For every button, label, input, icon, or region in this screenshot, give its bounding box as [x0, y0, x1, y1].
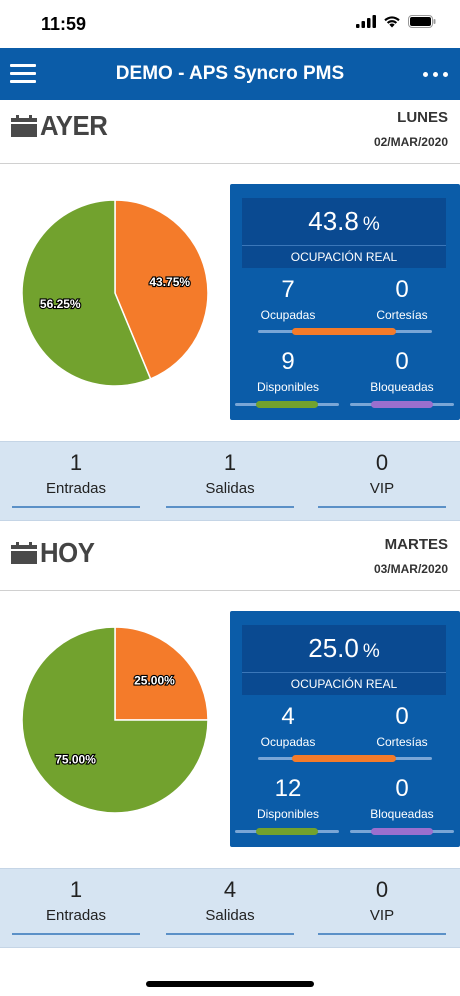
calendar-icon: [11, 542, 37, 564]
pie-slice-0: [114, 199, 209, 380]
divider: [0, 163, 460, 164]
summary-strip: 1 Entradas 4 Salidas 0 VIP: [0, 868, 460, 948]
pie-slice-1: [21, 626, 209, 814]
occupancy-panel: 43.8% OCUPACIÓN REAL 7 Ocupadas 0 Cortesía…: [230, 184, 460, 420]
day-title: AYER: [11, 110, 113, 142]
summary-strip: 1 Entradas 1 Salidas 0 VIP: [0, 441, 460, 521]
signal-icon: [356, 15, 376, 28]
calendar-icon: [11, 115, 37, 137]
day-name: AYER: [40, 110, 108, 141]
date-label: 03/MAR/2020: [373, 562, 448, 576]
app-title: DEMO - APS Syncro PMS: [115, 63, 345, 84]
occupancy-value: 25.0%: [308, 633, 380, 663]
summary-entradas[interactable]: 1 Entradas: [12, 869, 140, 935]
navbar: DEMO - APS Syncro PMS: [0, 48, 460, 100]
pie-slice-label: 56.25%: [40, 297, 81, 311]
pie-slice-label: 75.00%: [55, 752, 96, 766]
summary-salidas[interactable]: 4 Salidas: [166, 869, 294, 935]
day-header: AYER LUNES 02/MAR/2020: [0, 100, 460, 162]
weekday-label: LUNES: [397, 109, 448, 126]
home-indicator: [146, 981, 314, 987]
battery-icon: [408, 15, 436, 28]
stat-bloqueadas[interactable]: 0 Bloqueadas: [370, 775, 434, 821]
stat-disponibles[interactable]: 12 Disponibles: [256, 775, 320, 821]
occupancy-label: OCUPACIÓN REAL: [290, 250, 398, 264]
divider: [0, 590, 460, 591]
pie-slice-label: 25.00%: [134, 674, 175, 688]
stat-disponibles[interactable]: 9 Disponibles: [256, 348, 320, 394]
summary-vip[interactable]: 0 VIP: [318, 442, 446, 508]
stat-bloqueadas[interactable]: 0 Bloqueadas: [370, 348, 434, 394]
stat-cortesias[interactable]: 0 Cortesías: [376, 703, 428, 749]
stat-cortesias[interactable]: 0 Cortesías: [376, 276, 428, 322]
occupancy-panel: 25.0% OCUPACIÓN REAL 4 Ocupadas 0 Cortesía…: [230, 611, 460, 847]
weekday-label: MARTES: [384, 536, 448, 553]
status-time: 11:59: [41, 14, 87, 34]
status-icons: [356, 15, 436, 28]
occupancy-value: 43.8%: [308, 206, 380, 236]
pie-slice-0: [114, 626, 209, 721]
summary-salidas[interactable]: 1 Salidas: [166, 442, 294, 508]
stat-ocupadas[interactable]: 7 Ocupadas: [260, 276, 316, 322]
pie-slice-label: 43.75%: [149, 275, 190, 289]
day-name: HOY: [40, 537, 95, 568]
summary-vip[interactable]: 0 VIP: [318, 869, 446, 935]
day-title: HOY: [11, 537, 99, 569]
summary-entradas[interactable]: 1 Entradas: [12, 442, 140, 508]
available-bar: [256, 828, 318, 835]
occupied-bar: [292, 328, 396, 335]
occupancy-box: 25.0% OCUPACIÓN REAL: [242, 625, 446, 695]
day-header: HOY MARTES 03/MAR/2020: [0, 527, 460, 589]
more-options-icon[interactable]: [423, 72, 448, 77]
stat-ocupadas[interactable]: 4 Ocupadas: [260, 703, 316, 749]
occupancy-label: OCUPACIÓN REAL: [290, 677, 398, 691]
wifi-icon: [384, 16, 400, 28]
status-bar: 11:59: [0, 0, 460, 48]
available-bar: [256, 401, 318, 408]
pie-slice-1: [21, 199, 152, 387]
hamburger-menu-icon[interactable]: [10, 64, 36, 84]
blocked-bar: [371, 828, 433, 835]
blocked-bar: [371, 401, 433, 408]
date-label: 02/MAR/2020: [373, 135, 448, 149]
occupancy-box: 43.8% OCUPACIÓN REAL: [242, 198, 446, 268]
occupied-bar: [292, 755, 396, 762]
occupancy-pie-chart: 43.75% 56.25%: [20, 198, 210, 388]
occupancy-pie-chart: 25.00% 75.00%: [20, 625, 210, 815]
